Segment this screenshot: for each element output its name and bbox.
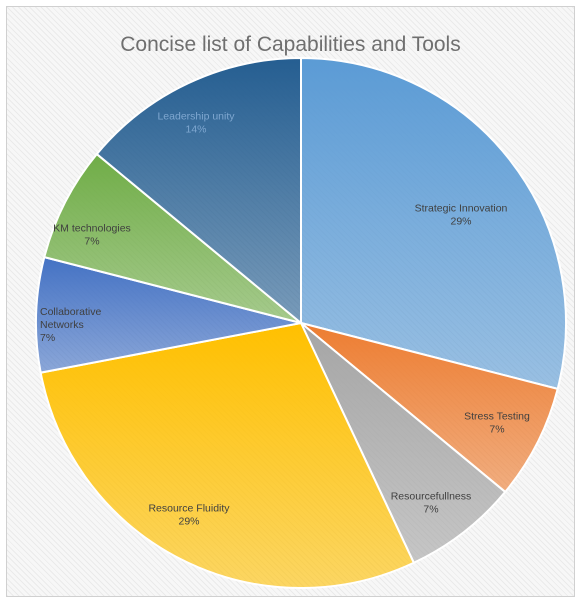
slice-label-strategic-innovation: Strategic Innovation 29% (415, 203, 508, 228)
slice-label-resourcefullness: Resourcefullness 7% (391, 491, 472, 516)
pie-slice-strategic-innovation (300, 56, 567, 391)
pie-slice-leadership-unity (95, 56, 302, 326)
slice-label-km-technologies: KM technologies 7% (53, 223, 131, 248)
slice-label-leadership-unity: Leadership unity 14% (157, 111, 235, 136)
pie-slice-km-technologies (43, 152, 302, 324)
pie-slice-collaborative-networks (35, 255, 302, 374)
pie-slice-resourcefullness (300, 322, 507, 565)
pie-slice-resource-fluidity (39, 321, 416, 589)
chart-title: Concise list of Capabilities and Tools (120, 33, 461, 56)
pie-slice-stress-testing (300, 322, 559, 494)
slice-label-collaborative-networks: Collaborative Networks 7% (40, 306, 101, 344)
slice-label-stress-testing: Stress Testing 7% (464, 411, 530, 436)
slice-label-resource-fluidity: Resource Fluidity 29% (148, 503, 230, 528)
